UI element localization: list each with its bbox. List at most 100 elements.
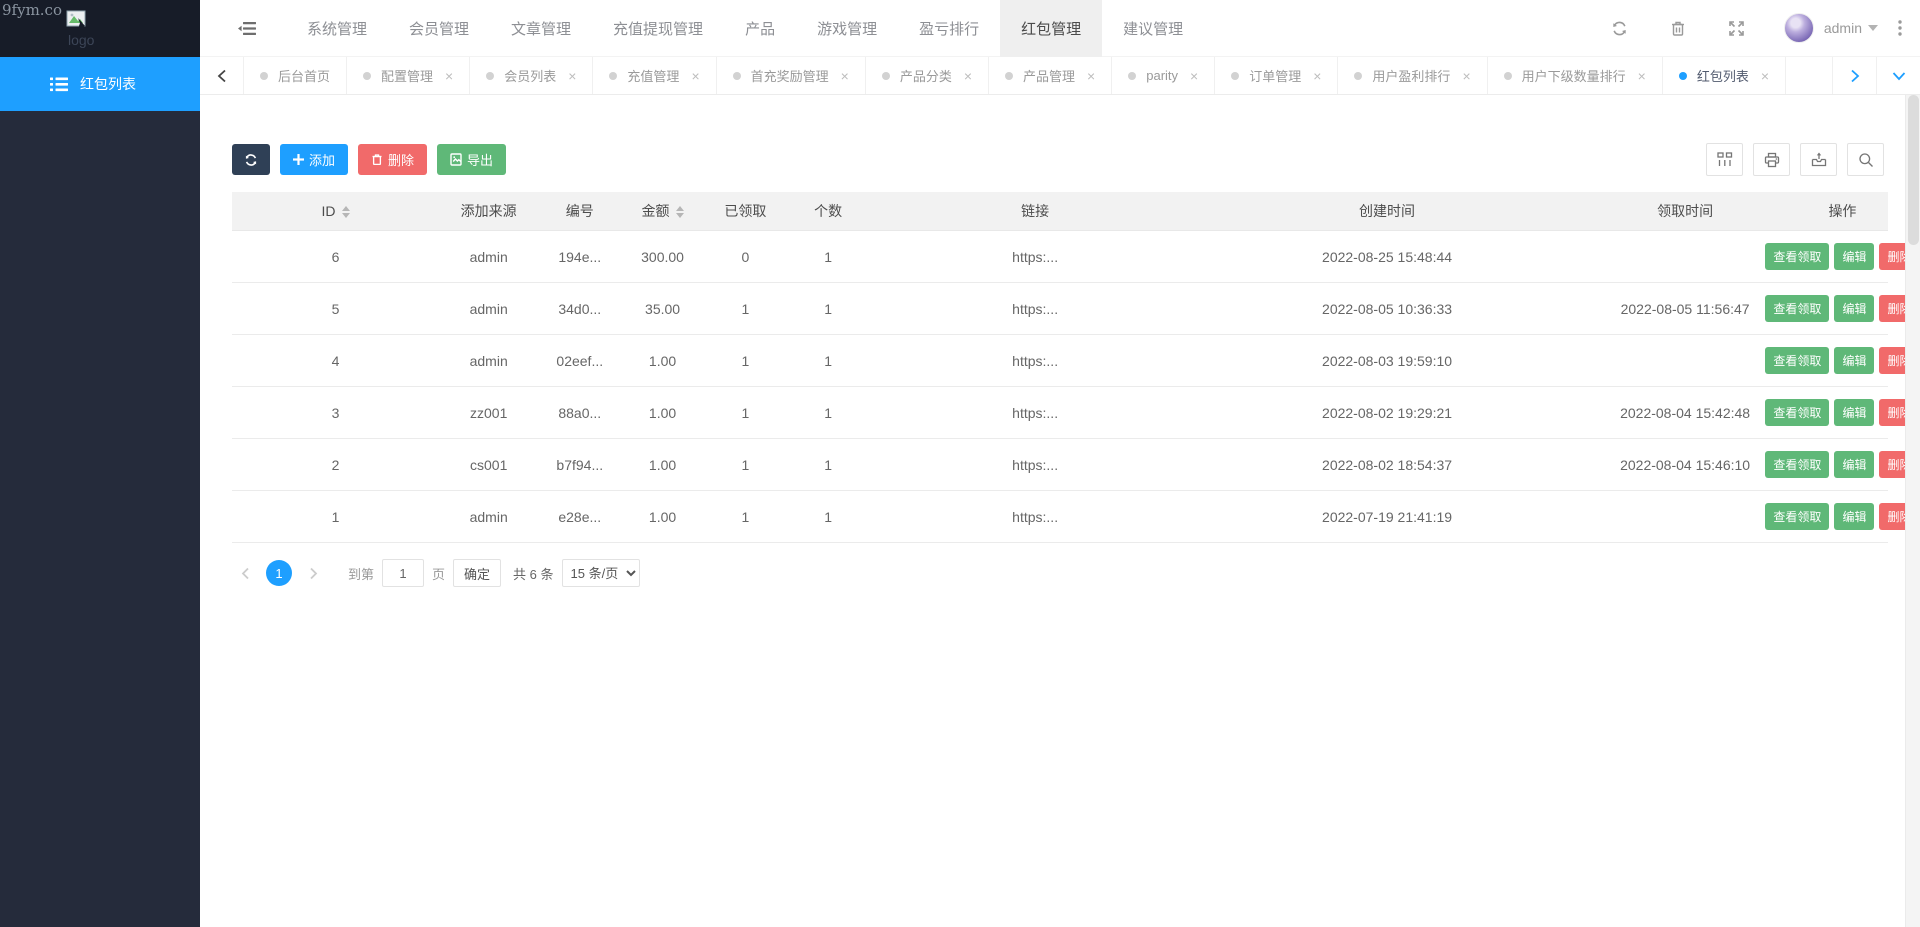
tab[interactable]: 配置管理: [347, 57, 471, 94]
edit-button[interactable]: 编辑: [1834, 295, 1875, 322]
export-data-icon[interactable]: [1800, 143, 1837, 176]
tab-close-icon[interactable]: [1761, 69, 1769, 83]
top-nav-item[interactable]: 产品: [745, 20, 776, 38]
tab[interactable]: 会员列表: [470, 57, 594, 94]
edit-button[interactable]: 编辑: [1834, 503, 1875, 530]
tab-close-icon[interactable]: [1462, 69, 1470, 83]
page-size-select[interactable]: 15 条/页: [561, 559, 640, 587]
tab-close-icon[interactable]: [568, 69, 576, 83]
cell-count: 1: [786, 490, 870, 543]
tab-close-icon[interactable]: [1190, 69, 1198, 83]
table-row[interactable]: 6 admin 194e... 300.00 0 1 https:... 202…: [232, 230, 1920, 283]
tab[interactable]: 后台首页: [244, 57, 348, 94]
next-page-icon[interactable]: [300, 560, 326, 586]
trash-icon[interactable]: [1649, 20, 1707, 37]
table-row[interactable]: 5 admin 34d0... 35.00 1 1 https:... 2022…: [232, 282, 1920, 335]
view-claims-button[interactable]: 查看领取: [1765, 451, 1830, 478]
tab-label: 配置管理: [381, 69, 434, 84]
top-nav-item[interactable]: 盈亏排行: [919, 20, 980, 38]
confirm-page-button[interactable]: 确定: [453, 559, 502, 587]
tab-close-icon[interactable]: [1638, 69, 1646, 83]
view-claims-button[interactable]: 查看领取: [1765, 243, 1830, 270]
top-nav-item[interactable]: 充值提现管理: [613, 20, 704, 38]
column-header[interactable]: 已领取: [703, 192, 787, 231]
view-claims-button[interactable]: 查看领取: [1765, 295, 1830, 322]
avatar[interactable]: [1783, 13, 1814, 43]
tab-close-icon[interactable]: [1313, 69, 1321, 83]
edit-button[interactable]: 编辑: [1834, 243, 1875, 270]
column-header[interactable]: 领取时间: [1573, 192, 1797, 231]
print-icon[interactable]: [1753, 143, 1790, 176]
cell-created-at: 2022-08-25 15:48:44: [1200, 230, 1574, 283]
edit-button[interactable]: 编辑: [1834, 451, 1875, 478]
top-nav-item[interactable]: 红包管理: [1000, 0, 1103, 57]
fullscreen-icon[interactable]: [1707, 20, 1766, 37]
cell-received: 1: [703, 282, 787, 335]
view-claims-button[interactable]: 查看领取: [1765, 399, 1830, 426]
page-input[interactable]: [382, 559, 425, 587]
tabs-menu-chevron-down-icon[interactable]: [1876, 57, 1920, 94]
export-button[interactable]: 导出: [437, 144, 507, 175]
tabs: 后台首页 配置管理 会员列表: [244, 57, 1832, 94]
view-claims-button[interactable]: 查看领取: [1765, 347, 1830, 374]
refresh-button[interactable]: [232, 144, 270, 175]
sidebar-item-redpacket-list[interactable]: 红包列表: [0, 57, 200, 111]
top-nav: 系统管理 会员管理 文章管理 充值提现管理 产品: [286, 0, 1204, 57]
view-claims-button[interactable]: 查看领取: [1765, 503, 1830, 530]
more-menu-icon[interactable]: [1898, 20, 1902, 36]
top-nav-item[interactable]: 建议管理: [1123, 20, 1184, 38]
column-header[interactable]: ID: [232, 192, 439, 231]
top-nav-item[interactable]: 系统管理: [307, 20, 368, 38]
tab[interactable]: 首充奖励管理: [717, 57, 866, 94]
table-row[interactable]: 4 admin 02eef... 1.00 1 1 https:... 2022…: [232, 334, 1920, 387]
sort-icon[interactable]: [675, 206, 684, 219]
tab[interactable]: 用户盈利排行: [1338, 57, 1488, 94]
column-header[interactable]: 金额: [621, 192, 704, 231]
tab[interactable]: 用户下级数量排行: [1488, 57, 1663, 94]
edit-button[interactable]: 编辑: [1834, 399, 1875, 426]
scrollbar[interactable]: [1905, 95, 1920, 927]
cell-actions: 查看领取 编辑 删除: [1765, 386, 1920, 439]
tab-close-icon[interactable]: [841, 69, 849, 83]
table-row[interactable]: 1 admin e28e... 1.00 1 1 https:... 2022-…: [232, 490, 1920, 543]
page-number-current[interactable]: 1: [266, 560, 292, 586]
delete-button[interactable]: 删除: [358, 144, 428, 175]
top-nav-item[interactable]: 游戏管理: [817, 20, 878, 38]
scrollbar-thumb[interactable]: [1908, 95, 1919, 245]
refresh-icon[interactable]: [1590, 20, 1649, 37]
tab[interactable]: 产品管理: [989, 57, 1113, 94]
top-nav-item[interactable]: 会员管理: [409, 20, 470, 38]
column-header[interactable]: 添加来源: [439, 192, 539, 231]
cell-count: 1: [786, 230, 870, 283]
tab[interactable]: parity: [1112, 57, 1216, 94]
column-header[interactable]: 编号: [538, 192, 622, 231]
columns-filter-icon[interactable]: [1706, 143, 1743, 176]
tab[interactable]: 订单管理: [1215, 57, 1339, 94]
column-header[interactable]: 链接: [869, 192, 1201, 231]
collapse-menu-icon[interactable]: [238, 21, 256, 36]
column-header[interactable]: 个数: [786, 192, 870, 231]
tab[interactable]: 产品分类: [866, 57, 990, 94]
tab-close-icon[interactable]: [445, 69, 453, 83]
table-row[interactable]: 2 cs001 b7f94... 1.00 1 1 https:... 2022…: [232, 438, 1920, 491]
tab-close-icon[interactable]: [964, 69, 972, 83]
cell-code: e28e...: [538, 490, 622, 543]
column-header[interactable]: 操作: [1796, 192, 1888, 231]
tab-status-dot: [1354, 71, 1363, 80]
user-menu[interactable]: admin: [1783, 13, 1878, 43]
tab-close-icon[interactable]: [691, 69, 699, 83]
tab-close-icon[interactable]: [1087, 69, 1095, 83]
tabs-scroll-right[interactable]: [1832, 57, 1876, 94]
search-icon[interactable]: [1847, 143, 1884, 176]
tabs-scroll-left[interactable]: [200, 57, 244, 94]
top-nav-item[interactable]: 文章管理: [511, 20, 572, 38]
tab[interactable]: 红包列表: [1663, 57, 1787, 94]
tab[interactable]: 充值管理: [593, 57, 717, 94]
prev-page-icon[interactable]: [232, 560, 258, 586]
edit-button[interactable]: 编辑: [1834, 347, 1875, 374]
add-button[interactable]: 添加: [280, 144, 349, 175]
cell-link: https:...: [869, 386, 1201, 439]
column-header[interactable]: 创建时间: [1200, 192, 1574, 231]
sort-icon[interactable]: [341, 206, 350, 219]
table-row[interactable]: 3 zz001 88a0... 1.00 1 1 https:... 2022-…: [232, 386, 1920, 439]
